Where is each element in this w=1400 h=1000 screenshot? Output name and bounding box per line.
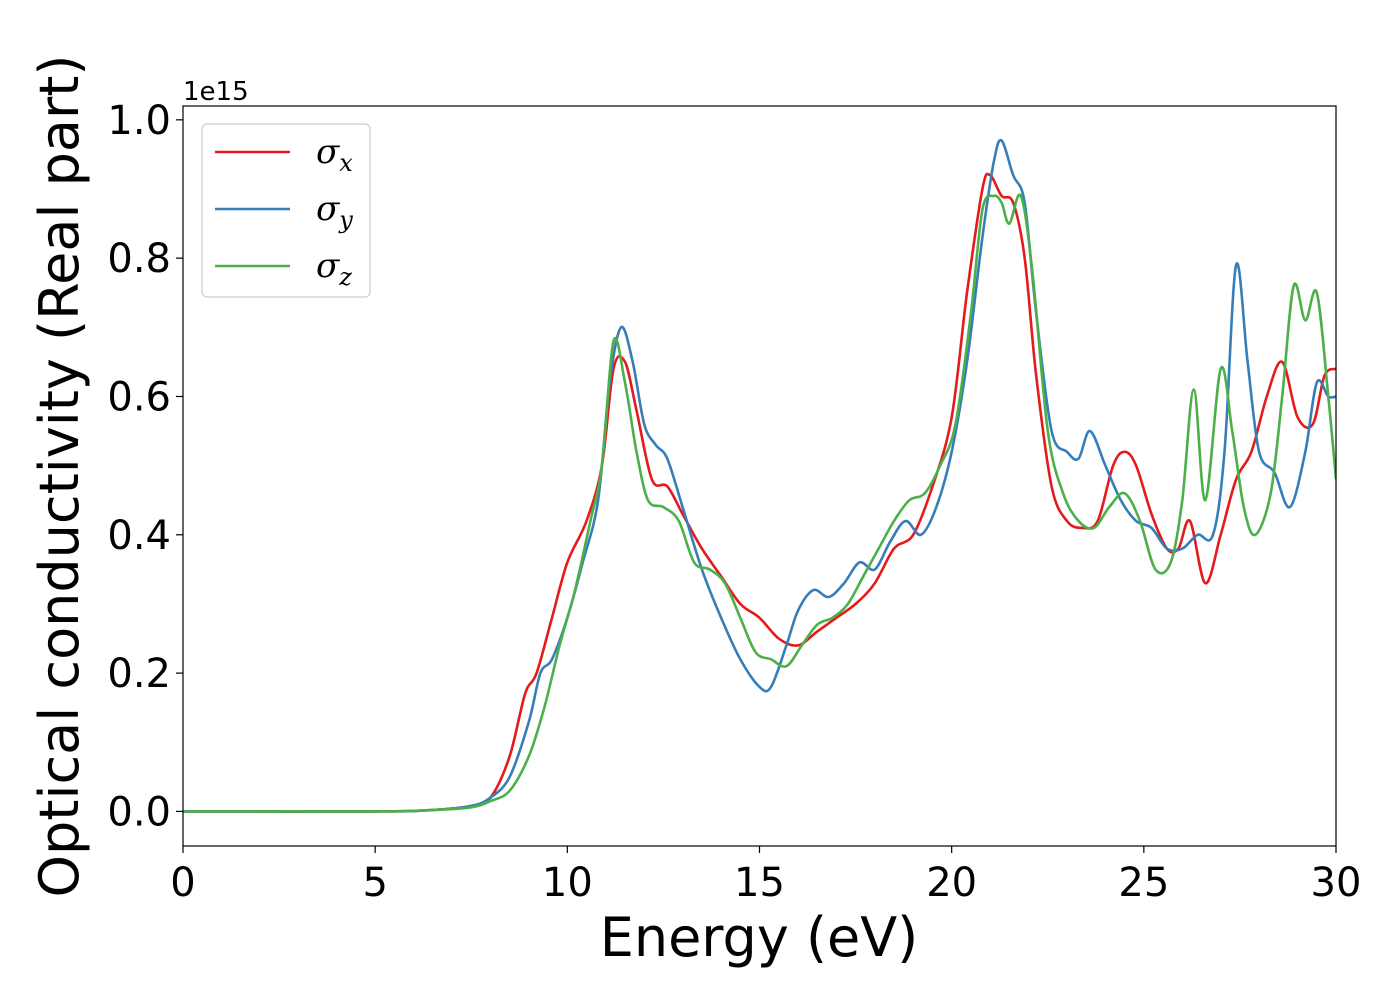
x-tick-label: 0 (170, 860, 195, 906)
y-tick-label: 0.6 (107, 374, 171, 420)
x-tick-label: 25 (1118, 860, 1169, 906)
y-tick-label: 1.0 (107, 98, 171, 144)
x-axis: 0 5 10 15 20 25 30 (170, 846, 1361, 906)
x-tick-label: 10 (542, 860, 593, 906)
legend-subscript: y (338, 206, 353, 234)
legend-box (201, 123, 371, 298)
y-axis: 0.0 0.2 0.4 0.6 0.8 1.0 (107, 98, 183, 835)
legend-subscript: z (338, 263, 352, 291)
series-line-z (183, 193, 1336, 813)
y-tick-label: 0.2 (107, 651, 171, 697)
series-line-x (183, 172, 1336, 813)
y-axis-title: Optical conductivity (Real part) (28, 55, 91, 898)
plot-background (183, 106, 1336, 846)
legend-subscript: x (339, 149, 353, 177)
series-layer (183, 138, 1336, 813)
x-tick-label: 20 (926, 860, 977, 906)
x-tick-label: 15 (734, 860, 785, 906)
y-tick-label: 0.8 (107, 236, 171, 282)
y-tick-label: 0.0 (107, 789, 171, 835)
y-offset-label: 1e15 (183, 77, 249, 107)
x-axis-title: Energy (eV) (600, 906, 919, 969)
series-line-y (183, 138, 1336, 813)
y-tick-label: 0.4 (107, 513, 171, 559)
x-tick-label: 30 (1311, 860, 1362, 906)
x-tick-label: 5 (362, 860, 387, 906)
